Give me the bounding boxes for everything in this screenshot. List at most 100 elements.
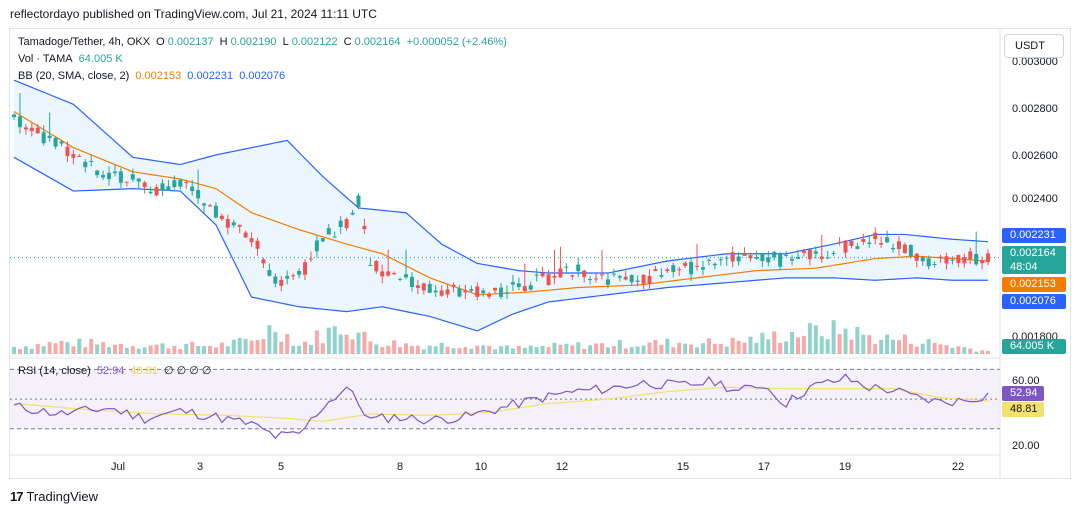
volume-bar <box>796 337 800 354</box>
candle-body <box>594 278 599 280</box>
volume-bar <box>700 343 705 354</box>
volume-bar <box>487 345 492 354</box>
volume-bar <box>380 347 385 354</box>
volume-bar <box>285 334 290 354</box>
candle-body <box>142 182 147 188</box>
candle-body <box>962 257 967 264</box>
candle-body <box>118 171 123 183</box>
volume-bar <box>398 347 403 354</box>
candle-body <box>582 270 587 277</box>
symbol-title[interactable]: Tamadoge/Tether, 4h, OKX <box>18 36 151 48</box>
volume-bar <box>867 335 872 354</box>
volume-bar <box>611 346 616 354</box>
rsi-ma-tag: 48.81 <box>1002 402 1044 417</box>
volume-bar <box>112 344 117 354</box>
low-value: 0.002122 <box>291 36 338 48</box>
legend-main: Tamadoge/Tether, 4h, OKX O 0.002137 H 0.00… <box>18 36 510 48</box>
candle-body <box>813 251 818 254</box>
candle-body <box>570 275 575 277</box>
candle-body <box>855 246 860 249</box>
time-tick-label: 17 <box>758 461 770 473</box>
volume-bar <box>249 340 254 354</box>
time-tick-label: 19 <box>839 461 851 473</box>
high-value: 0.002190 <box>230 36 277 48</box>
volume-tag: 64.005 K <box>1002 339 1066 354</box>
volume-bar <box>891 339 896 354</box>
legend-rsi: RSI (14, close) 52.94 48.81 ∅ ∅ ∅ ∅ <box>18 364 215 377</box>
time-tick-label: 22 <box>952 461 964 473</box>
volume-bar <box>208 345 212 354</box>
volume-bar <box>439 342 444 354</box>
volume-label[interactable]: Vol · TAMA <box>18 53 73 65</box>
rsi-value: 52.94 <box>96 365 125 377</box>
candle-body <box>825 257 830 259</box>
candle-body <box>914 253 919 261</box>
candle-body <box>950 259 955 261</box>
volume-bar <box>760 332 765 354</box>
candle-body <box>534 274 539 276</box>
volume-bar <box>902 334 907 354</box>
close-value: 0.002164 <box>354 36 401 48</box>
volume-bar <box>427 345 432 354</box>
candle-body <box>475 286 480 297</box>
legend-volume: Vol · TAMA 64.005 K <box>18 53 126 65</box>
candle-body <box>528 285 533 290</box>
volume-bar <box>481 345 486 354</box>
volume-bar <box>225 346 230 354</box>
candle-body <box>261 259 266 264</box>
currency-selector[interactable]: USDT <box>1004 34 1064 58</box>
candle-body <box>867 242 872 245</box>
volume-bar <box>986 350 991 354</box>
candle-body <box>801 250 806 253</box>
candle-body <box>112 171 117 174</box>
volume-bar <box>196 346 201 354</box>
candle-body <box>920 257 925 262</box>
bb-basis-tag: 0.002153 <box>1002 277 1066 292</box>
bb-lower-value: 0.002076 <box>239 70 286 82</box>
volume-bar <box>237 337 242 354</box>
candle-body <box>879 243 884 245</box>
volume-bar <box>219 342 224 354</box>
volume-bar <box>558 344 563 354</box>
volume-bar <box>570 345 575 354</box>
volume-bar <box>338 334 343 354</box>
volume-bar <box>255 340 260 354</box>
volume-bar <box>730 337 735 354</box>
volume-bar <box>190 341 195 354</box>
candle-body <box>386 271 391 276</box>
candle-body <box>689 261 694 275</box>
volume-bar <box>261 339 266 354</box>
price-tick-label: 0.003000 <box>1012 56 1058 68</box>
candle-body <box>469 289 474 291</box>
volume-bar <box>742 342 747 354</box>
volume-bar <box>754 342 759 354</box>
volume-bar <box>712 343 717 354</box>
bb-basis-value: 0.002153 <box>135 70 182 82</box>
candle-body <box>427 284 432 293</box>
volume-bar <box>178 349 183 354</box>
volume-bar <box>499 346 504 354</box>
rsi-label[interactable]: RSI (14, close) <box>18 365 91 377</box>
candle-body <box>320 238 325 242</box>
footer-brand[interactable]: 17 TradingView <box>10 489 98 504</box>
volume-bar <box>83 347 88 354</box>
candle-body <box>308 258 313 260</box>
chart-frame <box>9 28 1071 479</box>
volume-bar <box>172 345 177 354</box>
candle-body <box>677 269 682 271</box>
volume-value: 64.005 K <box>78 53 123 65</box>
candle-body <box>35 127 40 134</box>
volume-bar <box>142 347 147 354</box>
volume-bar <box>463 347 468 354</box>
volume-bar <box>522 347 527 354</box>
candle-body <box>908 245 913 256</box>
volume-bar <box>148 345 153 354</box>
candle-body <box>659 275 664 277</box>
candle-body <box>600 274 604 276</box>
volume-bar <box>724 346 729 354</box>
rsi-line <box>13 373 989 440</box>
candle-body <box>160 183 165 191</box>
volume-bar <box>77 338 82 354</box>
bb-label[interactable]: BB (20, SMA, close, 2) <box>18 70 130 82</box>
